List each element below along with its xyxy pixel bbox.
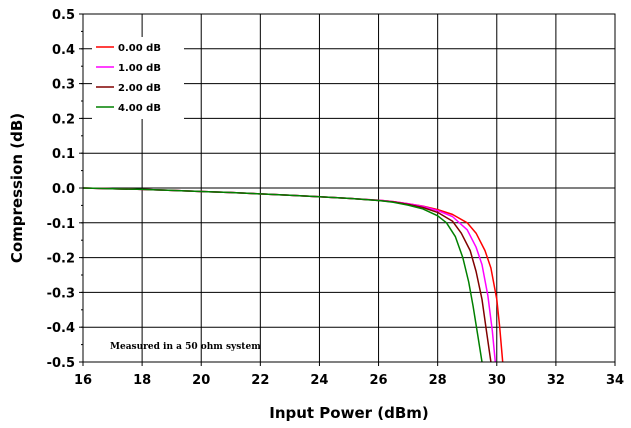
- x-tick-label: 28: [429, 373, 447, 388]
- y-tick-label: 0.5: [52, 8, 75, 23]
- x-tick-label: 20: [192, 373, 210, 388]
- x-tick-label: 26: [370, 373, 388, 388]
- y-tick-label: -0.1: [47, 217, 75, 232]
- y-tick-label: 0.2: [52, 112, 75, 127]
- y-tick-label: -0.5: [47, 356, 75, 371]
- legend: 0.00 dB 1.00 dB 2.00 dB 4.00 dB: [92, 37, 184, 119]
- series-lines: [82, 187, 504, 363]
- x-axis-title: Input Power (dBm): [269, 404, 429, 422]
- y-tick-label: -0.3: [47, 286, 75, 301]
- y-tick-label: 0.4: [52, 43, 75, 58]
- x-tick-label: 24: [310, 373, 328, 388]
- legend-label: 4.00 dB: [118, 103, 161, 114]
- legend-background: [92, 37, 184, 119]
- series-line: [82, 187, 483, 363]
- x-tick-label: 32: [547, 373, 565, 388]
- x-tick-label: 16: [74, 373, 92, 388]
- x-tick-label: 22: [251, 373, 269, 388]
- y-tick-label: -0.2: [47, 252, 75, 267]
- y-tick-label: -0.4: [47, 321, 75, 336]
- axis-ticks: 16 18 20 22 24 26 28 30 32 34 0.5 0.4 0.3 0.2 0.1 0.0 -0…: [47, 8, 624, 388]
- y-axis-title: Compression (dB): [8, 113, 26, 263]
- legend-label: 1.00 dB: [118, 63, 161, 74]
- y-tick-label: 0.0: [52, 182, 75, 197]
- x-tick-label: 30: [488, 373, 506, 388]
- legend-label: 0.00 dB: [118, 43, 161, 54]
- annotation-note: Measured in a 50 ohm system: [110, 342, 261, 352]
- x-tick-label: 34: [606, 373, 624, 388]
- y-tick-label: 0.1: [52, 147, 75, 162]
- x-tick-label: 18: [133, 373, 151, 388]
- legend-label: 2.00 dB: [118, 83, 161, 94]
- y-tick-label: 0.3: [52, 78, 75, 93]
